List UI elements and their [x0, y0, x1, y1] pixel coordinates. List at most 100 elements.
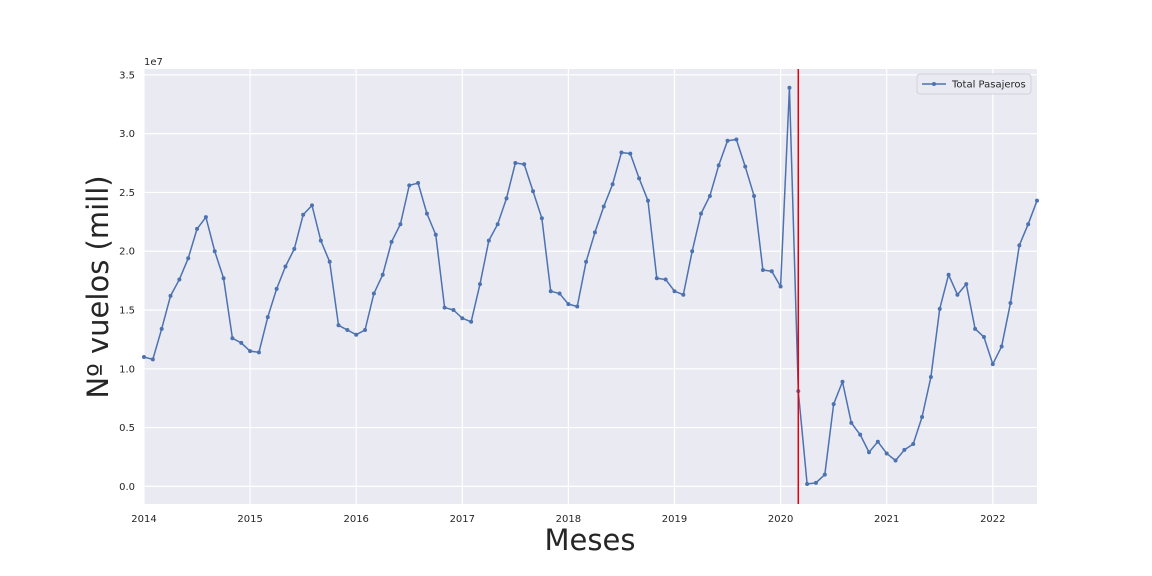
- plot-background: [144, 69, 1037, 504]
- x-tick-labels: 2014 2015 2016 2017 2018 2019 2020 2021 2022: [131, 514, 1005, 525]
- data-point: [221, 276, 226, 281]
- x-tick-label: 2016: [343, 514, 368, 525]
- y-tick-label: 1.0: [119, 364, 135, 375]
- data-point: [619, 150, 624, 155]
- data-point: [699, 211, 704, 216]
- data-point: [1008, 300, 1013, 305]
- y-tick-label: 0.5: [119, 423, 135, 434]
- data-point: [584, 259, 589, 264]
- data-point: [707, 193, 712, 198]
- data-point: [937, 306, 942, 311]
- data-point: [822, 472, 827, 477]
- data-point: [769, 269, 774, 274]
- data-point: [1017, 243, 1022, 248]
- data-point: [610, 182, 615, 187]
- data-point: [150, 357, 155, 362]
- data-point: [292, 246, 297, 251]
- data-point: [469, 319, 474, 324]
- data-point: [1035, 198, 1039, 203]
- data-point: [239, 340, 244, 345]
- data-point: [566, 302, 571, 307]
- data-point: [734, 137, 739, 142]
- x-tick-label: 2022: [980, 514, 1005, 525]
- legend-box: [916, 73, 1032, 95]
- series-layer: [142, 85, 1039, 487]
- data-point: [336, 323, 341, 328]
- data-point: [433, 232, 438, 237]
- data-point: [159, 326, 164, 331]
- data-point: [902, 447, 907, 452]
- data-point: [681, 292, 686, 297]
- x-tick-label: 2019: [662, 514, 687, 525]
- data-point: [1026, 222, 1031, 227]
- data-point: [893, 458, 898, 463]
- data-point: [787, 85, 792, 90]
- data-point: [186, 256, 191, 261]
- data-point: [318, 238, 323, 243]
- data-point: [513, 161, 518, 166]
- data-point: [142, 355, 146, 360]
- data-point: [477, 282, 482, 287]
- data-point: [875, 439, 880, 444]
- data-point: [990, 362, 995, 367]
- y-axis-title: Nº vuelos (mill): [81, 175, 115, 398]
- data-point: [548, 289, 553, 294]
- x-tick-label: 2020: [768, 514, 793, 525]
- data-point: [442, 305, 447, 310]
- data-point: [663, 277, 668, 282]
- data-point: [212, 249, 217, 254]
- data-point: [743, 164, 748, 169]
- data-point: [690, 249, 695, 254]
- y-tick-label: 1.5: [119, 306, 135, 317]
- data-point: [840, 379, 845, 384]
- x-tick-label: 2014: [131, 514, 156, 525]
- data-point: [973, 326, 978, 331]
- y-tick-label: 3.0: [119, 129, 135, 140]
- data-point: [805, 482, 810, 487]
- y-offset-label: 1e7: [144, 57, 163, 68]
- y-tick-label: 3.5: [119, 70, 135, 81]
- data-point: [884, 451, 889, 456]
- data-point: [416, 181, 421, 186]
- data-point: [725, 138, 730, 143]
- data-point: [309, 203, 314, 208]
- data-point: [592, 230, 597, 235]
- data-point: [230, 336, 235, 341]
- data-point: [168, 293, 173, 298]
- legend: Total Pasajeros: [916, 73, 1032, 95]
- x-tick-label: 2018: [556, 514, 581, 525]
- data-point: [354, 332, 359, 337]
- data-point: [964, 282, 969, 287]
- data-point: [495, 222, 500, 227]
- x-tick-label: 2021: [874, 514, 899, 525]
- data-point: [451, 308, 456, 313]
- data-point: [248, 349, 253, 354]
- data-point: [981, 335, 986, 340]
- y-tick-labels: 0.0 0.5 1.0 1.5 2.0 2.5 3.0 3.5: [119, 70, 135, 492]
- data-point: [345, 328, 350, 332]
- x-tick-label: 2015: [237, 514, 262, 525]
- y-tick-label: 0.0: [119, 482, 135, 493]
- data-point: [849, 420, 854, 425]
- data-point: [460, 316, 465, 321]
- data-point: [177, 277, 182, 282]
- data-point: [831, 402, 836, 407]
- data-point: [654, 276, 659, 281]
- data-point: [867, 450, 872, 455]
- data-point: [716, 163, 721, 168]
- data-point: [946, 272, 951, 277]
- data-point: [371, 291, 376, 296]
- data-point: [760, 268, 765, 273]
- data-point: [424, 211, 429, 216]
- grid: [143, 69, 1037, 504]
- data-point: [539, 216, 544, 221]
- data-point: [858, 432, 863, 437]
- data-point: [389, 239, 394, 244]
- legend-label: Total Pasajeros: [951, 80, 1026, 91]
- data-point: [327, 259, 332, 264]
- data-point: [601, 204, 606, 209]
- data-point: [645, 198, 650, 203]
- data-point: [813, 480, 818, 485]
- data-point: [911, 442, 916, 447]
